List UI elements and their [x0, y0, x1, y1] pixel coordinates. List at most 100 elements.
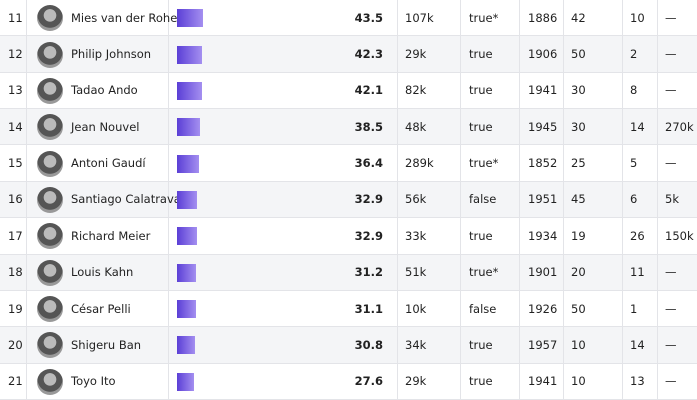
avatar	[37, 368, 63, 395]
views: 10k	[405, 301, 427, 316]
column-divider	[397, 0, 398, 36]
column-divider	[657, 145, 658, 181]
column-divider	[397, 327, 398, 363]
flag: true*	[469, 10, 499, 25]
count-b: 13	[630, 374, 645, 389]
year: 1886	[528, 10, 558, 25]
flag: true	[469, 47, 493, 62]
avatar	[37, 5, 63, 32]
score-bar	[177, 45, 203, 64]
column-divider	[622, 145, 623, 181]
column-divider	[397, 363, 398, 399]
table-row: 19 César Pelli 31.1 10k false 1926 50 1 —	[0, 290, 697, 328]
column-divider	[519, 363, 520, 399]
avatar	[37, 259, 63, 286]
score: 32.9	[354, 192, 383, 207]
column-divider	[657, 72, 658, 109]
count-b: 10	[630, 10, 645, 25]
count-a: 25	[571, 156, 586, 171]
column-divider	[622, 36, 623, 72]
name: Richard Meier	[71, 228, 151, 243]
count-b: 6	[630, 192, 638, 207]
column-divider	[168, 363, 169, 399]
rank: 13	[8, 83, 23, 98]
avatar	[37, 77, 63, 104]
rank: 20	[8, 337, 23, 352]
column-divider	[622, 72, 623, 109]
table-row: 12 Philip Johnson 42.3 29k true 1906 50 2 —	[0, 36, 697, 73]
count-a: 50	[571, 301, 586, 316]
column-divider	[460, 254, 461, 290]
score-bar	[177, 190, 197, 209]
score: 30.8	[354, 337, 383, 352]
column-divider	[519, 181, 520, 218]
column-divider	[168, 218, 169, 254]
extra: —	[665, 10, 677, 25]
avatar	[37, 332, 63, 359]
column-divider	[397, 36, 398, 72]
column-divider	[460, 290, 461, 327]
table-row: 11 Mies van der Rohe 43.5 107k true* 1886 42 10…	[0, 0, 697, 37]
extra: —	[665, 337, 677, 352]
column-divider	[397, 72, 398, 109]
column-divider	[622, 254, 623, 290]
table-row: 14 Jean Nouvel 38.5 48k true 1945 30 14 270k	[0, 109, 697, 146]
name: Philip Johnson	[71, 47, 152, 62]
count-a: 10	[571, 337, 586, 352]
column-divider	[26, 72, 27, 109]
year: 1852	[528, 156, 558, 171]
column-divider	[563, 218, 564, 254]
views: 34k	[405, 337, 427, 352]
column-divider	[519, 145, 520, 181]
name: Louis Kahn	[71, 265, 134, 280]
avatar	[37, 223, 63, 250]
column-divider	[460, 109, 461, 145]
column-divider	[26, 327, 27, 363]
score-bar	[177, 9, 204, 28]
year: 1941	[528, 374, 558, 389]
flag: true	[469, 83, 493, 98]
column-divider	[519, 290, 520, 327]
count-a: 10	[571, 374, 586, 389]
flag: true	[469, 374, 493, 389]
score: 38.5	[354, 119, 383, 134]
avatar	[37, 114, 63, 141]
flag: false	[469, 301, 497, 316]
score-bar	[177, 300, 196, 319]
views: 82k	[405, 83, 427, 98]
name: Shigeru Ban	[71, 337, 142, 352]
column-divider	[563, 290, 564, 327]
column-divider	[519, 36, 520, 72]
count-a: 50	[571, 47, 586, 62]
column-divider	[460, 327, 461, 363]
table-row: 16 Santiago Calatrava 32.9 56k false 1951 45 6 5…	[0, 181, 697, 219]
column-divider	[622, 290, 623, 327]
score: 27.6	[354, 374, 383, 389]
count-a: 30	[571, 119, 586, 134]
column-divider	[563, 145, 564, 181]
rank: 16	[8, 192, 23, 207]
column-divider	[26, 36, 27, 72]
count-a: 42	[571, 10, 586, 25]
column-divider	[26, 254, 27, 290]
column-divider	[26, 109, 27, 145]
views: 51k	[405, 265, 427, 280]
extra: —	[665, 374, 677, 389]
flag: true	[469, 337, 493, 352]
count-a: 19	[571, 228, 586, 243]
year: 1906	[528, 47, 558, 62]
column-divider	[519, 218, 520, 254]
column-divider	[26, 290, 27, 327]
column-divider	[657, 254, 658, 290]
name: Toyo Ito	[71, 374, 116, 389]
rank: 19	[8, 301, 23, 316]
column-divider	[168, 0, 169, 36]
column-divider	[397, 109, 398, 145]
count-a: 45	[571, 192, 586, 207]
rank: 17	[8, 228, 23, 243]
column-divider	[657, 0, 658, 36]
rank: 21	[8, 374, 23, 389]
column-divider	[563, 181, 564, 218]
column-divider	[519, 109, 520, 145]
